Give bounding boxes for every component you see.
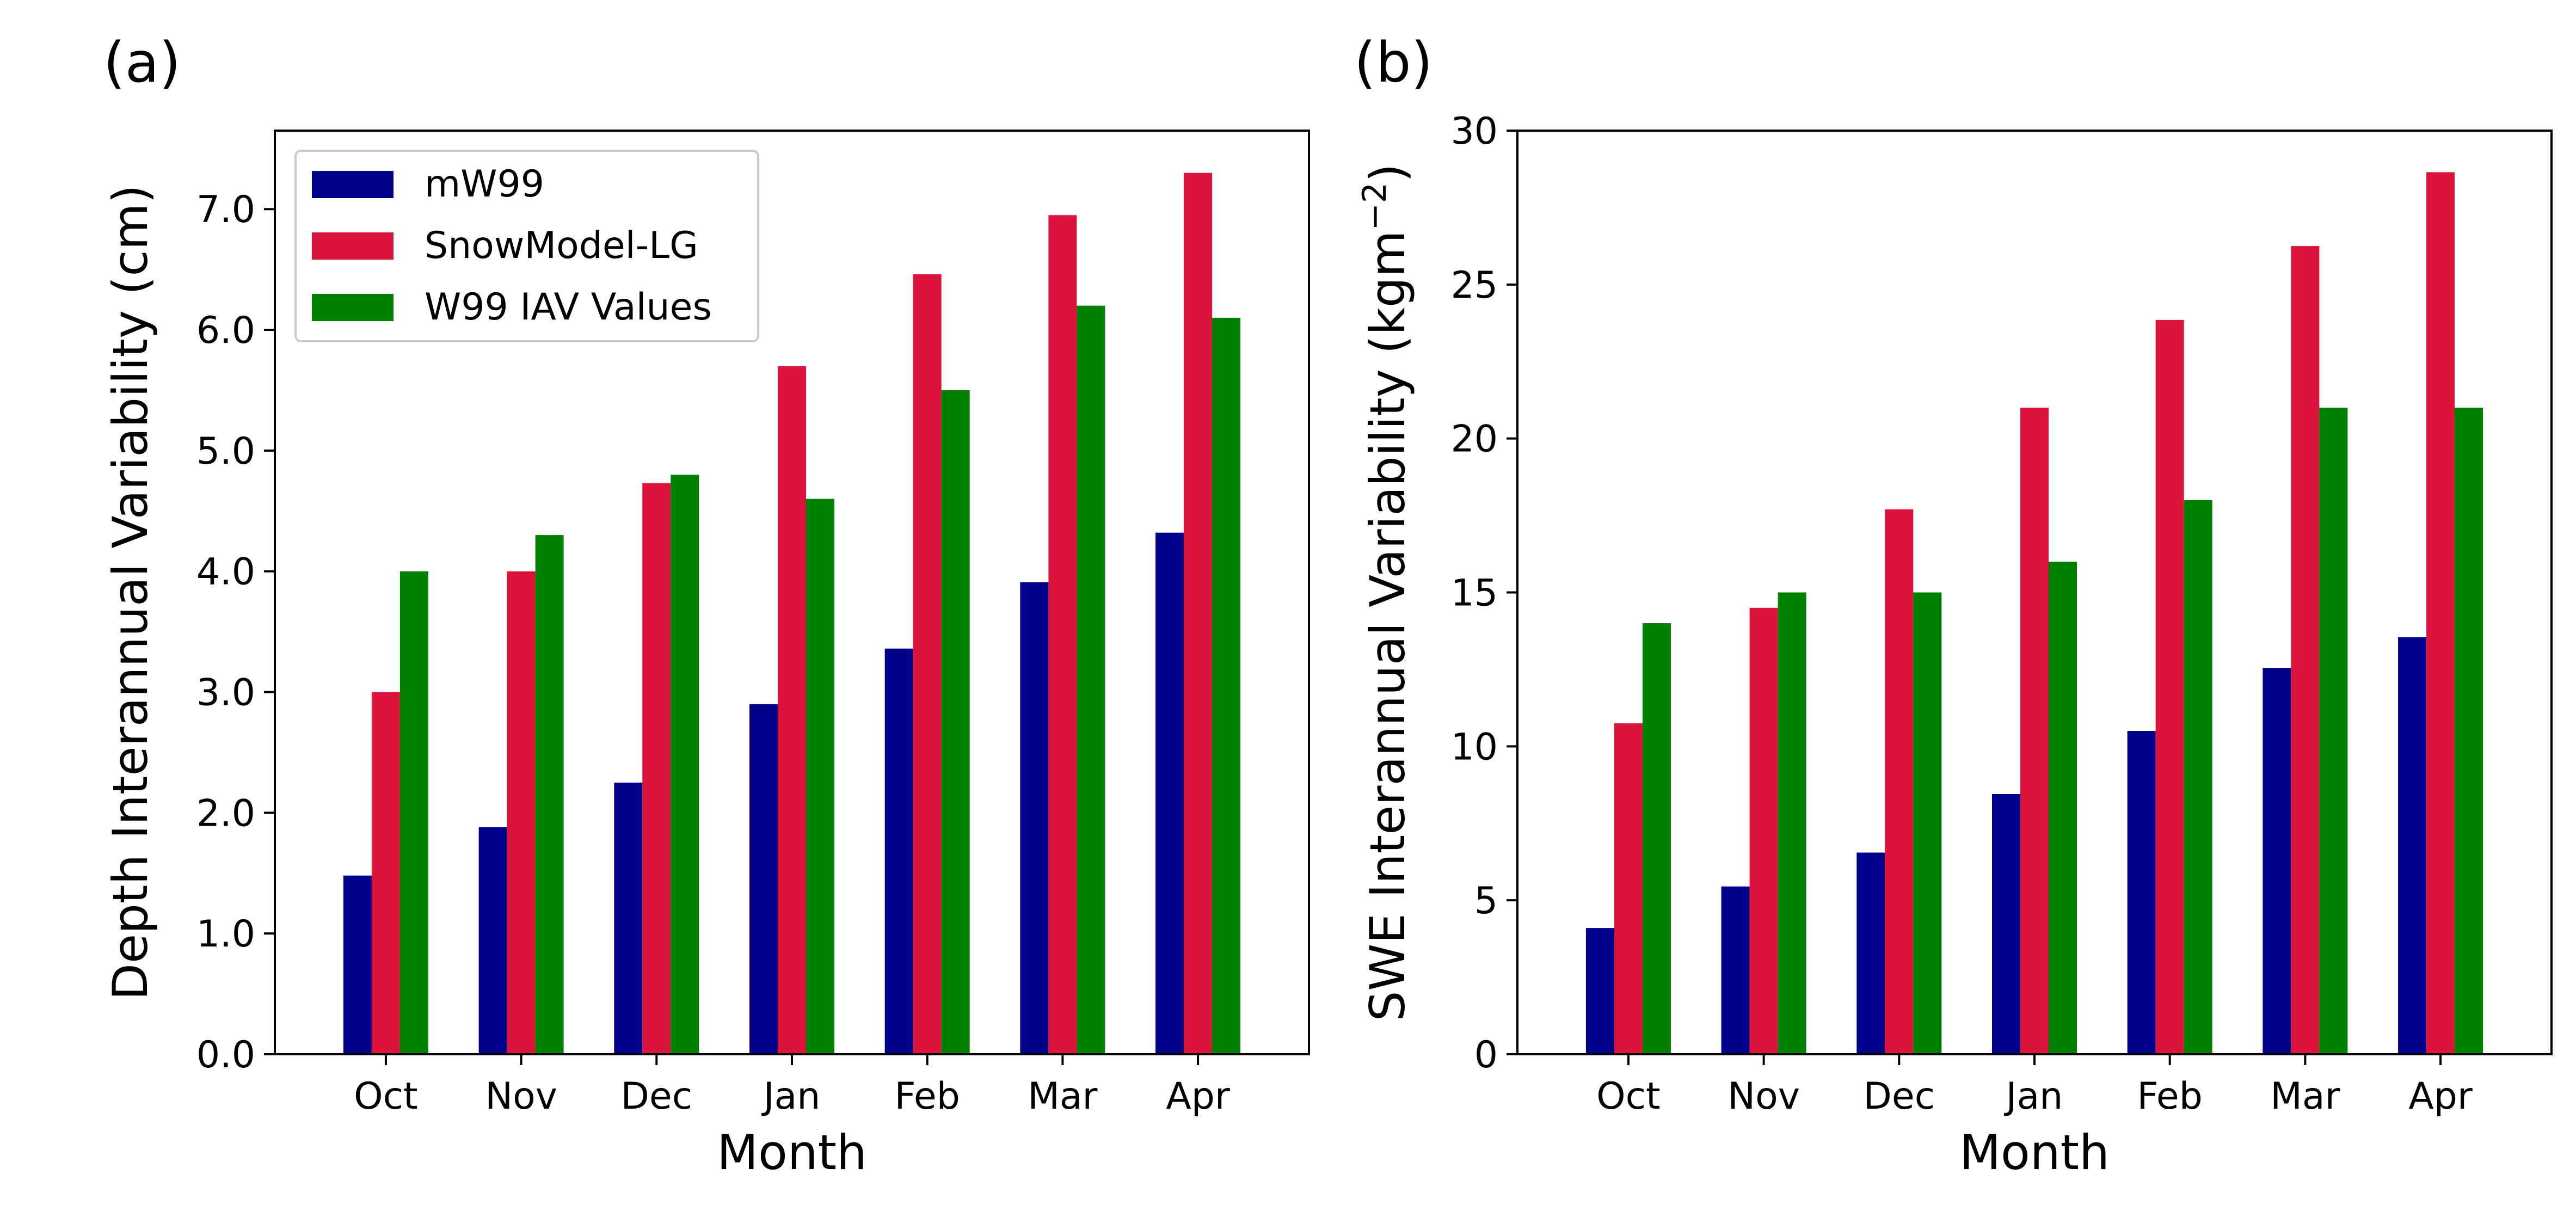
y-tick-label: 0.0 [196,1034,255,1077]
plot-frame [1516,130,2553,1055]
bar-snowmodel-lg-feb [2155,319,2184,1054]
y-tick-label: 15 [1450,572,1498,615]
bar-mw99-nov [1721,886,1750,1054]
legend-swatch [312,294,394,321]
y-tick-label: 4.0 [196,551,255,594]
y-axis-label: Depth Interannual Variability (cm) [102,185,158,1000]
legend-box [294,150,759,342]
bar-snowmodel-lg-nov [507,571,536,1054]
x-tick-label: Dec [1864,1075,1935,1118]
legend-label: W99 IAV Values [425,286,712,329]
bar-mw99-dec [614,782,643,1054]
x-tick-label: Oct [1596,1075,1661,1118]
bar-snowmodel-lg-jan [778,366,806,1054]
y-tick-label: 10 [1450,726,1498,769]
legend-swatch [312,171,394,198]
bar-mw99-dec [1856,852,1885,1054]
bar-w99-iav-values-apr [1212,317,1241,1054]
x-tick-label: Feb [894,1075,960,1118]
bar-w99-iav-values-mar [1077,305,1105,1054]
bar-mw99-feb [2127,731,2156,1054]
panel-label: (a) [103,30,181,95]
bar-w99-iav-values-mar [2319,408,2348,1054]
bar-mw99-jan [1992,794,2020,1054]
x-tick-label: Apr [1166,1075,1230,1118]
bar-w99-iav-values-oct [399,571,428,1054]
bar-w99-iav-values-jan [806,499,834,1054]
bar-snowmodel-lg-nov [1749,607,1778,1054]
bar-snowmodel-lg-mar [1048,215,1077,1055]
bar-mw99-apr [2398,637,2427,1054]
bar-snowmodel-lg-dec [1885,509,1914,1054]
bar-snowmodel-lg-apr [2426,172,2455,1054]
y-tick-label: 2.0 [196,792,255,835]
x-tick-label: Jan [2004,1075,2063,1118]
panel-label: (b) [1354,30,1433,95]
bar-mw99-jan [749,704,778,1054]
panel-b: (b) 0 5 10 15 20 25 30 Oct Nov Dec Jan Feb Mar Apr Mont… [1354,30,2553,1181]
x-tick-label: Oct [354,1075,418,1118]
legend-label: mW99 [425,163,544,206]
bar-snowmodel-lg-mar [2291,246,2320,1054]
bar-w99-iav-values-dec [1913,592,1942,1054]
x-tick-label: Mar [1028,1075,1097,1118]
bar-snowmodel-lg-dec [642,483,671,1054]
bar-snowmodel-lg-apr [1184,173,1213,1055]
y-tick-label: 5.0 [196,430,255,473]
panel-a: (a) 0.0 1.0 2.0 3.0 4.0 5.0 6.0 7.0 Oct Nov Dec Jan F… [102,30,1310,1181]
bar-mw99-nov [478,827,507,1054]
legend-label: SnowModel-LG [425,224,698,267]
bar-mw99-mar [2263,668,2291,1054]
y-tick-label: 25 [1450,264,1498,307]
y-tick-label: 5 [1474,880,1498,923]
bar-w99-iav-values-dec [671,475,699,1054]
x-tick-label: Jan [761,1075,821,1118]
bar-w99-iav-values-nov [1778,592,1806,1054]
bar-snowmodel-lg-oct [371,692,400,1054]
y-tick-label: 30 [1450,110,1498,153]
x-tick-label: Mar [2270,1075,2340,1118]
y-tick-label: 1.0 [196,913,255,956]
x-tick-label: Dec [621,1075,693,1118]
y-tick-label: 0 [1474,1034,1498,1077]
x-tick-label: Feb [2137,1075,2202,1118]
bar-snowmodel-lg-oct [1614,723,1643,1054]
y-axis-label-close: ) [1360,164,1416,182]
y-tick-label: 3.0 [196,672,255,715]
y-tick-label: 7.0 [196,188,255,231]
x-tick-label: Nov [1727,1075,1800,1118]
bar-w99-iav-values-apr [2455,408,2483,1054]
bar-w99-iav-values-oct [1642,623,1671,1054]
x-axis-label: Month [717,1124,867,1181]
x-tick-label: Nov [485,1075,557,1118]
y-tick-label: 6.0 [196,309,255,352]
bar-w99-iav-values-nov [535,535,564,1054]
bar-mw99-apr [1155,532,1184,1054]
y-axis-label: SWE Interannual Variability (kgm−2) [1356,164,1416,1022]
bar-w99-iav-values-feb [941,390,970,1055]
legend: mW99 SnowModel-LG W99 IAV Values [294,150,759,342]
x-axis-label: Month [1959,1124,2110,1181]
y-axis-label-exponent: −2 [1356,182,1394,230]
bar-mw99-oct [343,875,372,1054]
bar-mw99-oct [1585,928,1614,1054]
y-axis-label-main: SWE Interannual Variability (kgm [1360,230,1416,1021]
plot-frame [274,130,1310,1055]
bar-snowmodel-lg-jan [2020,408,2049,1054]
bar-w99-iav-values-jan [2049,561,2077,1054]
bar-snowmodel-lg-feb [913,274,942,1054]
bar-w99-iav-values-feb [2184,500,2212,1054]
legend-swatch [312,232,394,260]
x-tick-label: Apr [2408,1075,2473,1118]
bar-mw99-feb [884,648,913,1054]
bar-mw99-mar [1020,582,1049,1054]
y-tick-label: 20 [1450,418,1498,461]
